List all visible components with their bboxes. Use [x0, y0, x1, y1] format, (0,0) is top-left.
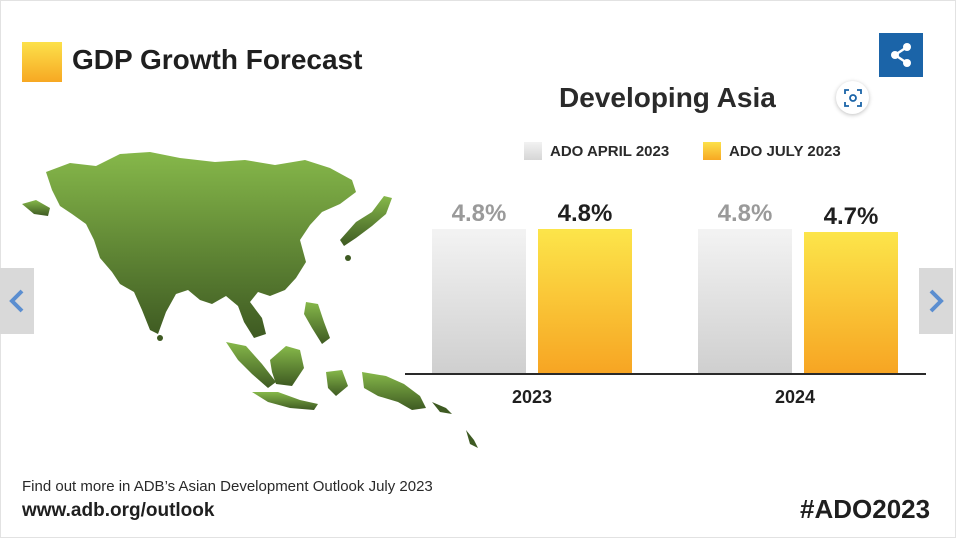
- footer-link[interactable]: www.adb.org/outlook: [22, 500, 215, 521]
- next-slide-button[interactable]: [919, 268, 953, 334]
- bar-2024-series-0: [698, 229, 792, 373]
- page-title: GDP Growth Forecast: [72, 44, 363, 75]
- x-tick-label-2024: 2024: [775, 387, 815, 407]
- legend-item-july: ADO JULY 2023: [703, 142, 841, 160]
- legend-label-april: ADO APRIL 2023: [550, 142, 670, 160]
- x-tick-label-2023: 2023: [512, 387, 552, 407]
- data-label-2024-series-0: 4.8%: [718, 200, 773, 227]
- share-icon: [891, 43, 911, 67]
- bar-2023-series-0: [432, 229, 526, 373]
- bar-2024-series-1: [804, 232, 898, 373]
- legend-label-july: ADO JULY 2023: [729, 142, 841, 160]
- legend-item-april: ADO APRIL 2023: [524, 142, 669, 160]
- lens-icon: [843, 88, 862, 107]
- chevron-right-icon: [929, 289, 944, 313]
- share-button[interactable]: [879, 33, 923, 77]
- legend-swatch-july: [703, 142, 721, 160]
- data-label-2024-series-1: 4.7%: [824, 203, 879, 230]
- lens-button[interactable]: [836, 81, 869, 114]
- chevron-left-icon: [9, 289, 24, 313]
- footer-text: Find out more in ADB’s Asian Development…: [22, 478, 433, 495]
- hashtag-label: #ADO2023: [800, 494, 931, 524]
- prev-slide-button[interactable]: [0, 268, 34, 334]
- data-label-2023-series-1: 4.8%: [558, 200, 613, 227]
- data-label-2023-series-0: 4.8%: [452, 200, 507, 227]
- bars-group: 4.8% 4.8% 4.8% 4.7%: [432, 200, 898, 373]
- title-accent-square: [22, 42, 62, 82]
- asia-map: [22, 152, 478, 448]
- legend-swatch-april: [524, 142, 542, 160]
- bar-2023-series-1: [538, 229, 632, 373]
- chart-title: Developing Asia: [559, 82, 776, 113]
